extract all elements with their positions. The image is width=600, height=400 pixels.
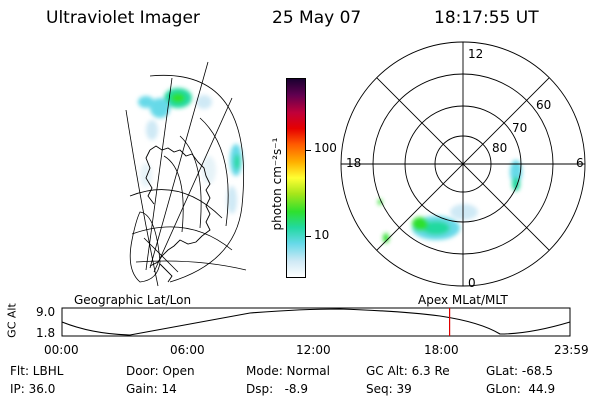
status-glon: GLon: 44.9: [486, 382, 556, 396]
polar-grid: [340, 41, 586, 287]
date-label: 25 May 07: [272, 8, 362, 28]
timeline-plot: [61, 307, 571, 337]
coastline: [145, 145, 211, 283]
status-seq: Seq: 39: [366, 382, 412, 396]
timeline-x-tick: 23:59: [554, 343, 589, 357]
status-filter: Flt: LBHL: [10, 364, 64, 378]
colorbar-tick: [306, 236, 311, 237]
geo-panel-label: Geographic Lat/Lon: [74, 293, 192, 307]
colorbar-tick: [306, 150, 311, 151]
mlat-label-80: 80: [492, 141, 508, 155]
status-dsp: Dsp: -8.9: [246, 382, 309, 396]
mlt-label-18: 18: [346, 156, 362, 170]
timeline-x-tick: 00:00: [44, 343, 79, 357]
colorbar-label-10: 10: [314, 228, 330, 242]
geo-aurora-image: [138, 88, 242, 214]
polar-aurora-image: [378, 160, 522, 243]
mlt-label-6: 6: [576, 156, 584, 170]
status-gain: Gain: 14: [126, 382, 177, 396]
mlt-label-12: 12: [468, 47, 484, 61]
status-mode: Mode: Normal: [246, 364, 330, 378]
geo-grid: [125, 61, 247, 287]
mlat-label-60: 60: [536, 98, 552, 112]
status-door: Door: Open: [126, 364, 195, 378]
timeline-x-tick: 12:00: [296, 343, 331, 357]
time-label: 18:17:55 UT: [434, 8, 539, 28]
colorbar-unit-label: photon cm⁻²s⁻¹: [270, 137, 284, 231]
colorbar-label-100: 100: [314, 141, 337, 155]
polar-panel-label: Apex MLat/MLT: [418, 293, 508, 307]
timeline-y-tick-bottom: 1.8: [36, 326, 56, 340]
status-gc-alt: GC Alt: 6.3 Re: [366, 364, 450, 378]
timeline-y-axis-label: GC Alt: [5, 303, 19, 338]
timeline-y-tick-top: 9.0: [36, 305, 56, 319]
timeline-x-tick: 06:00: [170, 343, 205, 357]
colorbar: [286, 78, 306, 278]
timeline-x-tick: 18:00: [424, 343, 459, 357]
status-glat: GLat: -68.5: [486, 364, 553, 378]
status-ip: IP: 36.0: [10, 382, 56, 396]
mlat-label-70: 70: [512, 121, 528, 135]
instrument-title: Ultraviolet Imager: [46, 8, 200, 28]
mlt-label-0: 0: [468, 276, 476, 290]
